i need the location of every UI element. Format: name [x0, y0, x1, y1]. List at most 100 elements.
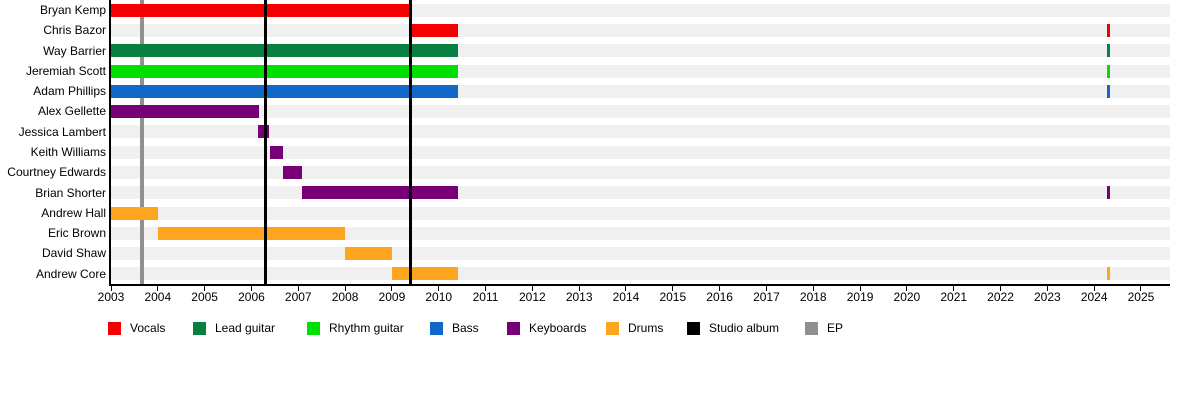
member-name-label: Adam Phillips	[33, 84, 106, 99]
row-track	[111, 186, 1170, 200]
x-axis-year-label: 2021	[940, 290, 968, 304]
legend-swatch-drums	[606, 322, 619, 335]
tenure-bar-lead-guitar	[111, 44, 459, 58]
row-track	[111, 105, 1170, 119]
x-axis-year-label: 2023	[1034, 290, 1061, 304]
x-axis-tick	[812, 286, 814, 291]
member-name-label: Eric Brown	[47, 226, 106, 241]
x-axis-tick	[157, 286, 159, 291]
member-name-label: Way Barrier	[43, 43, 106, 58]
x-axis-tick	[765, 286, 767, 291]
legend-label: EP	[827, 321, 844, 335]
x-axis-year-label: 2010	[425, 290, 453, 304]
legend-label: Vocals	[130, 321, 166, 335]
member-name-label: Keith Williams	[30, 145, 106, 159]
tenure-bar-drums	[391, 267, 459, 281]
x-axis-line	[109, 284, 1170, 286]
legend-swatch-keyboards	[507, 322, 520, 335]
x-axis-tick	[438, 286, 440, 291]
y-axis-line	[109, 0, 111, 284]
x-axis-year-label: 2022	[987, 290, 1014, 304]
x-axis-year-label: 2009	[378, 290, 406, 304]
member-name-label: Jeremiah Scott	[25, 63, 106, 78]
tenure-bar-vocals	[111, 3, 411, 17]
tenure-bar-rhythm-guitar	[1107, 64, 1111, 78]
legend-label: Keyboards	[529, 321, 587, 335]
tenure-bar-bass	[111, 84, 459, 98]
x-axis-year-label: 2004	[144, 290, 172, 304]
tenure-bar-vocals	[410, 23, 459, 37]
x-axis-year-label: 2015	[659, 290, 687, 304]
x-axis-year-label: 2006	[238, 290, 265, 304]
x-axis-tick	[110, 286, 112, 291]
member-name-label: David Shaw	[41, 246, 106, 261]
member-name-label: Chris Bazor	[43, 23, 106, 38]
row-track	[111, 226, 1170, 240]
x-axis-tick	[297, 286, 299, 291]
x-axis-year-label: 2012	[519, 290, 546, 304]
tenure-bar-lead-guitar	[1107, 44, 1111, 58]
x-axis-year-label: 2019	[846, 290, 874, 304]
legend-swatch-rhythm-guitar	[307, 322, 320, 335]
legend-swatch-ep	[805, 322, 818, 335]
x-axis-year-label: 2016	[706, 290, 733, 304]
tenure-bar-keyboards	[282, 165, 302, 179]
ep-release-line	[139, 0, 144, 284]
x-axis-tick	[625, 286, 627, 291]
x-axis-year-label: 2007	[284, 290, 312, 304]
x-axis-tick	[1140, 286, 1142, 291]
x-axis-tick	[578, 286, 580, 291]
legend-label: Studio album	[709, 321, 780, 335]
tenure-bar-drums	[111, 206, 158, 220]
x-axis-tick	[1093, 286, 1095, 291]
x-axis-year-label: 2005	[191, 290, 218, 304]
tenure-bar-keyboards	[258, 125, 270, 139]
member-name-label: Jessica Lambert	[18, 124, 106, 139]
legend-label: Rhythm guitar	[329, 321, 404, 335]
x-axis-tick	[485, 286, 487, 291]
tenure-bar-rhythm-guitar	[111, 64, 459, 78]
x-axis-year-label: 2024	[1080, 290, 1108, 304]
x-axis-tick	[859, 286, 861, 291]
x-axis-tick	[953, 286, 955, 291]
x-axis-year-label: 2011	[472, 290, 499, 304]
x-axis-year-label: 2018	[799, 290, 827, 304]
row-track	[111, 165, 1170, 179]
row-track	[111, 267, 1170, 281]
x-axis-year-label: 2013	[565, 290, 593, 304]
tenure-bar-drums	[1107, 267, 1111, 281]
row-track	[111, 23, 1170, 37]
row-track	[111, 206, 1170, 220]
member-name-label: Brian Shorter	[35, 185, 106, 200]
legend-label: Lead guitar	[215, 321, 276, 335]
legend-swatch-vocals	[108, 322, 121, 335]
x-axis-tick	[204, 286, 206, 291]
studio-album-line	[408, 0, 412, 284]
x-axis-year-label: 2020	[893, 290, 921, 304]
x-axis-tick	[250, 286, 252, 291]
legend-swatch-studio-album	[687, 322, 700, 335]
row-track	[111, 145, 1170, 159]
tenure-bar-keyboards	[302, 186, 459, 200]
tenure-bar-keyboards	[270, 145, 283, 159]
x-axis-year-label: 2008	[331, 290, 359, 304]
member-name-label: Andrew Hall	[41, 205, 106, 220]
x-axis-year-label: 2014	[612, 290, 640, 304]
tenure-bar-vocals	[1107, 23, 1111, 37]
x-axis-tick	[672, 286, 674, 291]
member-name-label: Alex Gellette	[37, 104, 106, 119]
row-track	[111, 247, 1170, 261]
x-axis-year-label: 2003	[97, 290, 125, 304]
legend-label: Bass	[452, 321, 479, 335]
tenure-bar-keyboards	[111, 105, 259, 119]
tenure-bar-drums	[345, 247, 392, 261]
member-name-label: Courtney Edwards	[7, 165, 106, 180]
tenure-bar-drums	[157, 226, 346, 240]
x-axis-tick	[1000, 286, 1002, 291]
x-axis-tick	[531, 286, 533, 291]
x-axis-tick	[906, 286, 908, 291]
x-axis-year-label: 2017	[753, 290, 780, 304]
studio-album-line	[264, 0, 268, 284]
